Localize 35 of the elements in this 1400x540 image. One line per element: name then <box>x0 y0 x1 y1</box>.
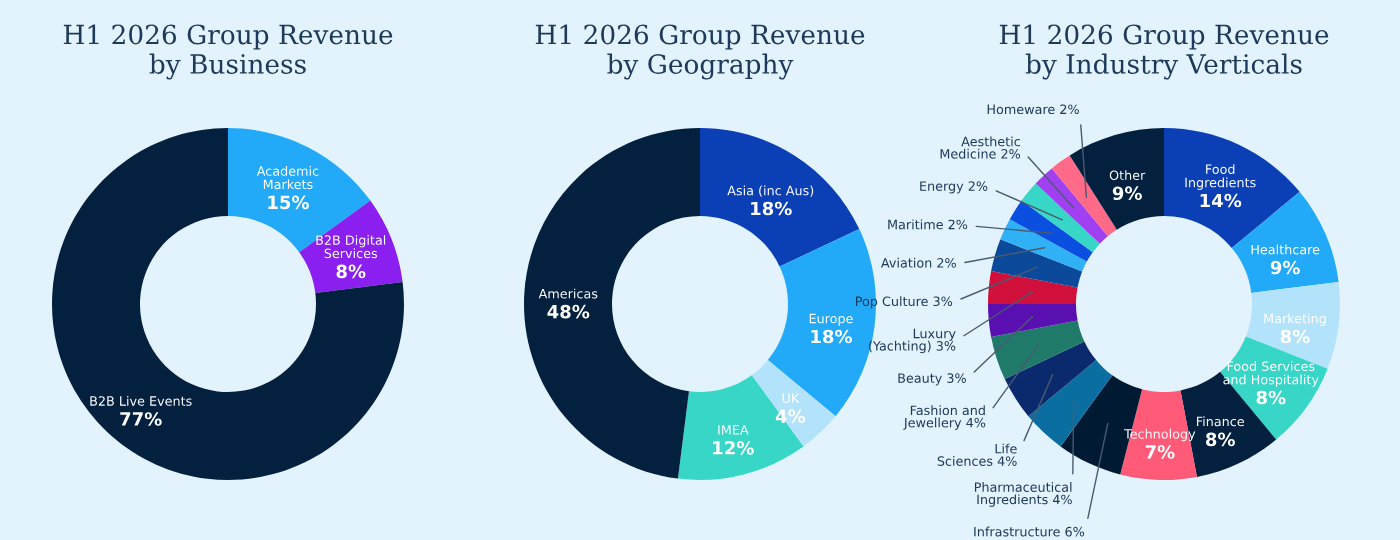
chart-title: H1 2026 Group Revenue by Business <box>63 24 393 80</box>
data-label: 14% <box>1200 193 1242 208</box>
donut-slice <box>1000 219 1087 272</box>
donut-slice <box>677 375 804 480</box>
data-label: 77% <box>120 412 162 426</box>
donut-slice <box>1069 128 1164 230</box>
donut-slice <box>1120 389 1197 480</box>
data-label: 18% <box>751 201 792 216</box>
data-label: 7% <box>1145 445 1175 459</box>
donut-slice <box>1164 128 1300 248</box>
donut-slice <box>1021 183 1100 253</box>
data-label: 8% <box>1256 390 1286 405</box>
chart-title: H1 2026 Group Revenue by Geography <box>535 24 865 80</box>
donut-slice <box>988 271 1078 304</box>
donut-slice <box>988 304 1078 337</box>
donut-slice <box>1028 360 1113 447</box>
donut-slice <box>700 128 860 267</box>
donut-slice <box>1009 200 1093 262</box>
chart-title: H1 2026 Group Revenue by Industry Verticals <box>999 24 1329 80</box>
donut-slice <box>991 320 1085 379</box>
data-label: 15% <box>268 195 309 210</box>
data-label: 18% <box>811 329 852 344</box>
data-label: 48% <box>547 304 590 319</box>
donut-slice <box>52 128 404 480</box>
data-label: 9% <box>1270 260 1300 275</box>
donut-slice <box>1004 341 1097 417</box>
data-label: 8% <box>336 264 366 279</box>
data-label: 12% <box>713 440 754 455</box>
data-label: 9% <box>1112 186 1142 201</box>
donut-slice <box>991 239 1083 288</box>
donut-slice <box>751 360 836 447</box>
donut-slice <box>524 128 700 479</box>
data-label: 8% <box>1280 329 1310 344</box>
donut-slice <box>1035 168 1108 244</box>
data-label: 8% <box>1205 432 1235 447</box>
